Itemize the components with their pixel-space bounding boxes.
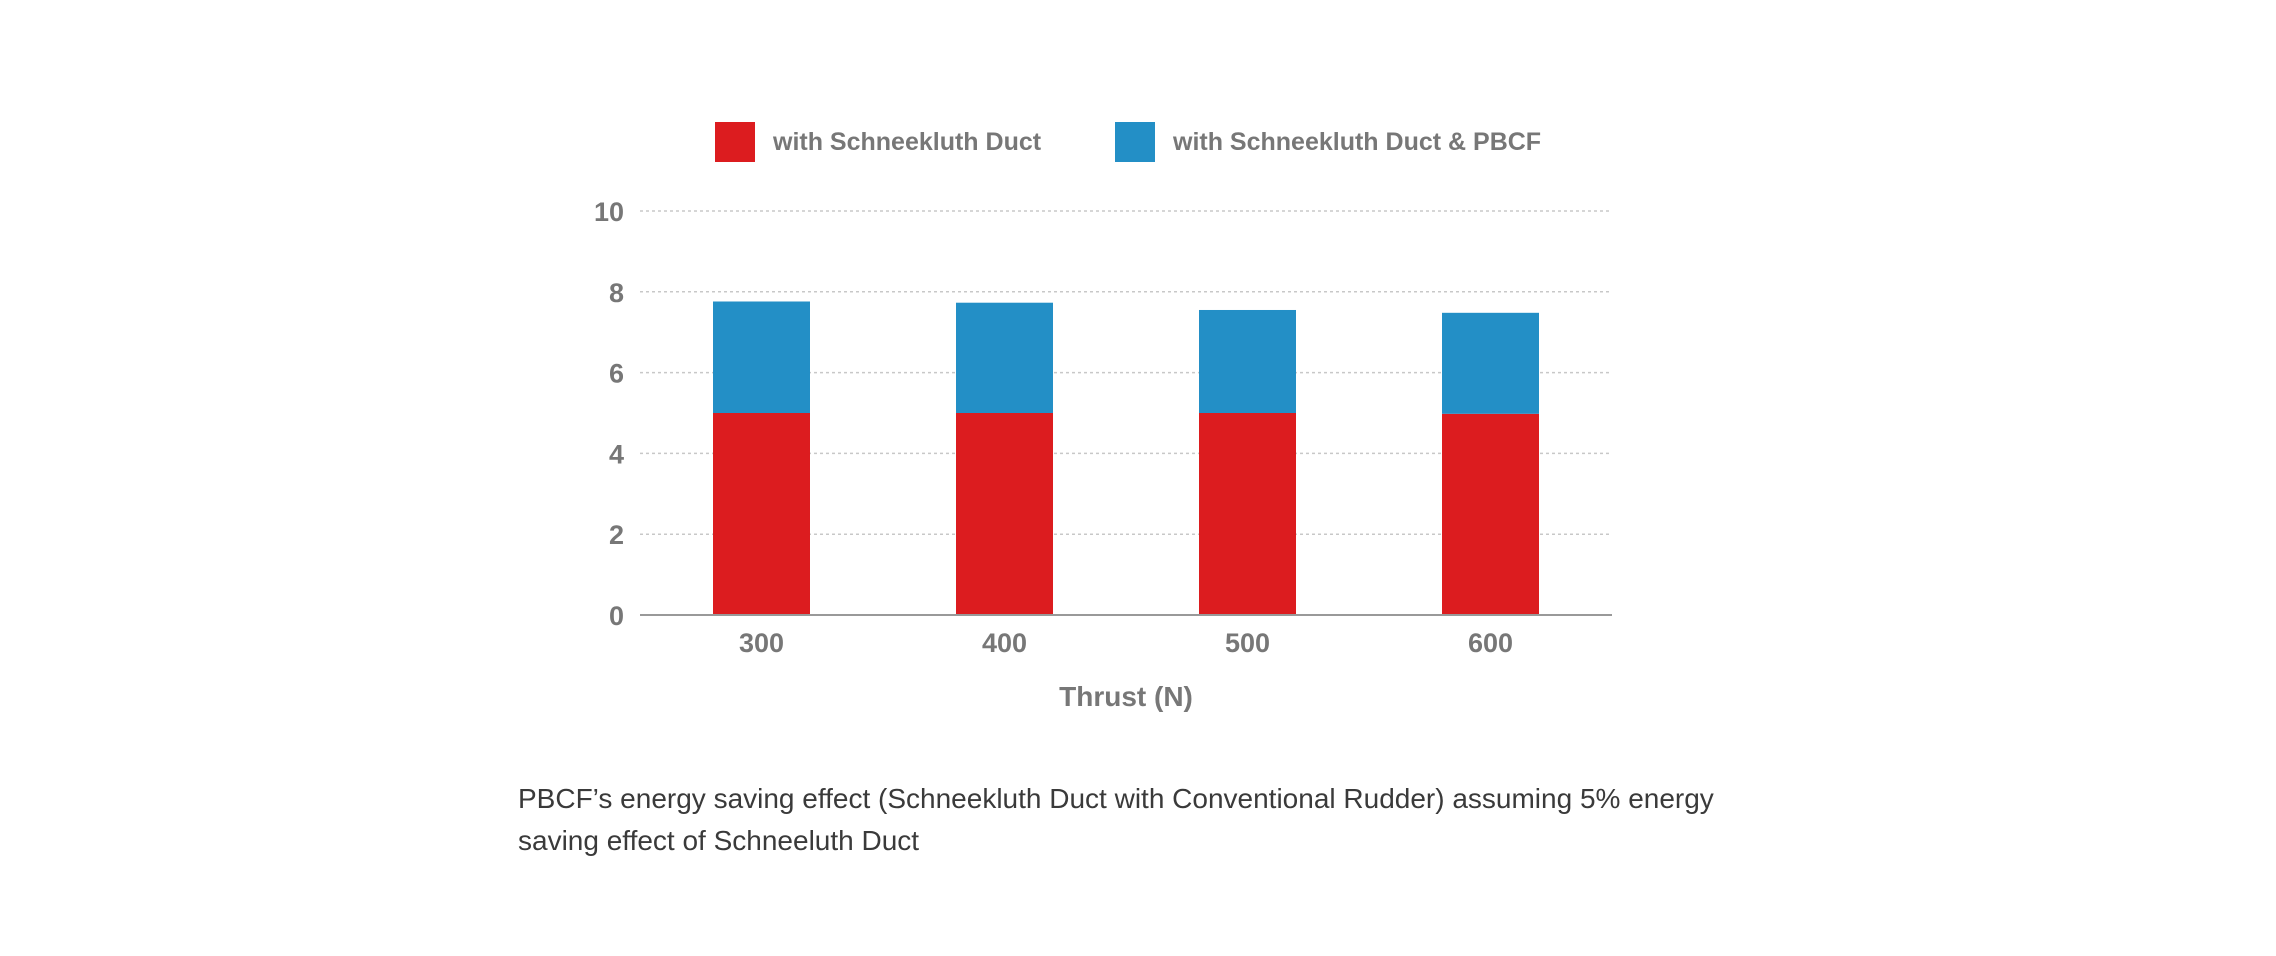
y-tick-label: 2 — [609, 520, 624, 550]
legend-swatch — [1115, 122, 1155, 162]
x-tick-label: 500 — [1225, 628, 1270, 658]
bar-segment-duct — [713, 413, 810, 615]
legend-label: with Schneekluth Duct & PBCF — [1172, 128, 1541, 156]
y-tick-label: 10 — [594, 197, 624, 227]
stacked-bar-chart: with Schneekluth Duct with Schneekluth Du… — [594, 122, 1612, 712]
x-tick-label: 600 — [1468, 628, 1513, 658]
bar-segment-duct — [1442, 413, 1539, 615]
bar-segment-duct-pbcf — [1199, 309, 1296, 413]
bar-segment-duct — [1199, 413, 1296, 615]
legend-swatch — [715, 122, 755, 162]
y-tick-label: 8 — [609, 278, 624, 308]
y-tick-label: 0 — [609, 601, 624, 631]
y-tick-label: 4 — [609, 439, 624, 469]
legend: with Schneekluth Duct with Schneekluth Du… — [715, 122, 1541, 162]
x-axis-title: Thrust (N) — [1059, 681, 1193, 712]
x-axis-ticks: 300 400 500 600 — [739, 628, 1513, 658]
bar-segment-duct-pbcf — [713, 301, 810, 413]
y-axis-ticks: 0 2 4 6 8 10 — [594, 197, 624, 631]
x-tick-label: 400 — [982, 628, 1027, 658]
y-tick-label: 6 — [609, 359, 624, 389]
bar-segment-duct-pbcf — [956, 302, 1053, 413]
figure-caption: PBCF’s energy saving effect (Schneekluth… — [518, 783, 1714, 856]
legend-label: with Schneekluth Duct — [772, 128, 1042, 156]
bar-segment-duct-pbcf — [1442, 312, 1539, 414]
bars — [713, 301, 1539, 615]
x-tick-label: 300 — [739, 628, 784, 658]
bar-segment-duct — [956, 413, 1053, 615]
